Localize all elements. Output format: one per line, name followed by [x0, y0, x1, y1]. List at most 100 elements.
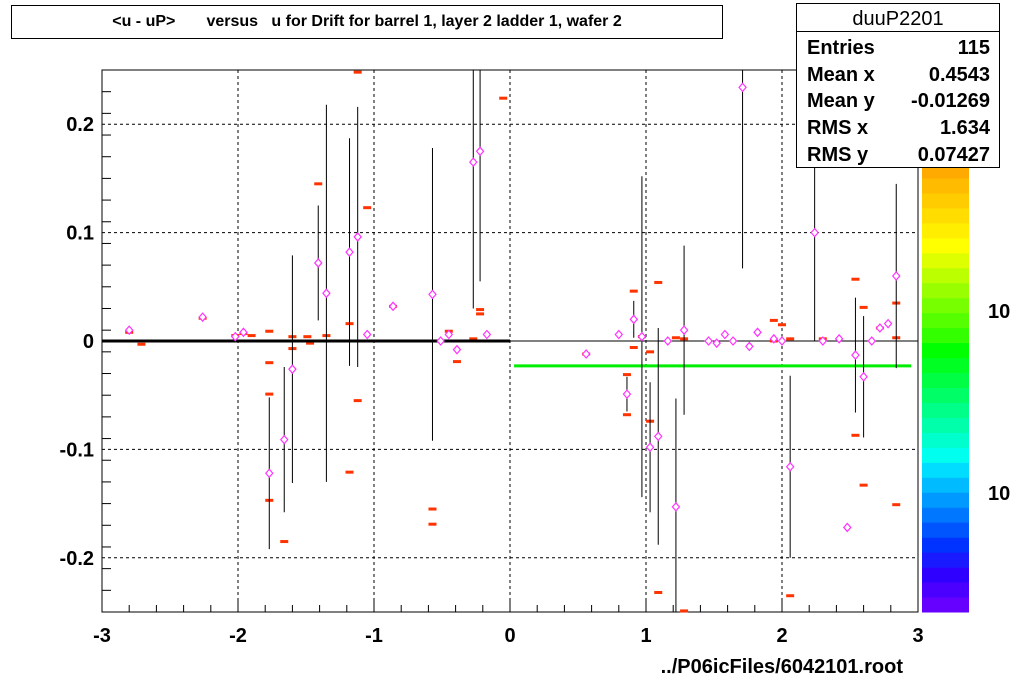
data-point [279, 434, 289, 445]
data-point [875, 323, 885, 333]
palette-cell [922, 372, 969, 388]
palette-cell [922, 327, 969, 344]
data-point [653, 431, 663, 442]
cell-marker [629, 346, 638, 350]
data-point [745, 341, 754, 352]
palette-cell [922, 567, 969, 583]
data-point [452, 344, 462, 355]
data-point [230, 331, 240, 342]
stats-value: 0.07427 [917, 144, 990, 166]
x-tick-label: 0 [504, 625, 515, 647]
palette-label: 10 [988, 301, 1010, 323]
cell-marker [428, 507, 437, 511]
stats-label: RMS y [807, 144, 869, 166]
y-tick-label: -0.1 [60, 439, 94, 461]
data-point [851, 350, 860, 361]
data-point [891, 271, 901, 281]
palette-cell [922, 507, 969, 523]
fit-lines [102, 339, 912, 368]
x-tick-label: 2 [776, 625, 787, 647]
cell-marker [476, 312, 485, 316]
palette-cell [922, 552, 969, 568]
palette-cell [922, 177, 969, 194]
cell-marker [646, 350, 655, 354]
data-point [704, 336, 713, 346]
data-point [353, 232, 362, 242]
data-point [322, 288, 331, 299]
data-point [239, 327, 248, 338]
palette-cell [922, 522, 969, 538]
cell-marker [851, 433, 860, 437]
palette-cell [922, 237, 969, 254]
cell-marker [428, 522, 437, 526]
cell-marker [363, 206, 372, 210]
data-point [712, 338, 722, 349]
data-point [769, 333, 779, 344]
cell-marker [786, 337, 795, 341]
data-point [388, 301, 398, 312]
data-point [867, 336, 877, 346]
data-point [428, 289, 437, 300]
data-point [738, 82, 747, 93]
profile-points [124, 70, 901, 612]
data-point [842, 522, 852, 533]
data-point [671, 501, 681, 512]
data-point [581, 349, 591, 359]
palette-cell [922, 387, 969, 403]
stats-row-mean-y: Mean y -0.01269 [797, 90, 999, 117]
palette-cell [922, 252, 969, 269]
cell-marker [499, 96, 508, 100]
cell-marker [345, 470, 354, 474]
cell-marker [654, 280, 663, 284]
cell-marker [265, 329, 274, 333]
cell-marker [769, 318, 778, 322]
y-tick-label: 0 [83, 331, 94, 353]
data-point [883, 318, 893, 329]
data-point [777, 336, 787, 346]
cell-marker [680, 609, 689, 613]
stats-value: 115 [957, 37, 990, 59]
cell-marker [654, 590, 663, 594]
cell-marker [859, 483, 868, 487]
data-point [637, 331, 647, 342]
cell-marker [671, 336, 680, 340]
data-point [679, 325, 689, 336]
cell-marker [303, 335, 312, 339]
palette-cell [922, 192, 969, 209]
data-point [198, 312, 207, 323]
palette-cell [922, 537, 969, 553]
stats-label: RMS x [807, 117, 869, 139]
x-tick-label: 1 [640, 625, 651, 647]
cell-marker [247, 334, 256, 338]
stats-label: Mean x [807, 64, 875, 86]
cell-marker [778, 323, 786, 327]
x-tick-label: 3 [912, 625, 923, 647]
palette-cell [922, 462, 969, 478]
axes: -3 -2 -1 0 1 2 3 -0.2 -0.1 0 0.1 0.2 [60, 69, 924, 647]
palette-label: 10 [988, 483, 1010, 505]
palette-cell [922, 447, 969, 463]
stats-row-rms-x: RMS x 1.634 [797, 117, 999, 144]
cell-marker [629, 289, 638, 293]
data-point [124, 325, 134, 336]
stats-name: duuP2201 [797, 6, 999, 32]
data-point [753, 327, 762, 338]
cell-marker [137, 342, 146, 346]
data-point [810, 227, 819, 238]
data-point [622, 389, 632, 400]
data-point [288, 364, 297, 375]
data-point [264, 468, 274, 479]
cell-marker [265, 392, 274, 396]
y-tick-label: -0.2 [60, 548, 94, 570]
cell-marker [892, 503, 901, 507]
chart-title: <u - uP> versus u for Drift for barrel 1… [112, 13, 622, 30]
palette-cell [922, 222, 969, 239]
palette-cell [922, 312, 969, 329]
color-palette: 10 10 [922, 163, 1010, 613]
y-tick-label: 0.2 [66, 114, 94, 136]
data-point [834, 333, 844, 344]
data-point [720, 329, 730, 340]
cell-marker [353, 70, 362, 74]
data-point [645, 442, 655, 453]
